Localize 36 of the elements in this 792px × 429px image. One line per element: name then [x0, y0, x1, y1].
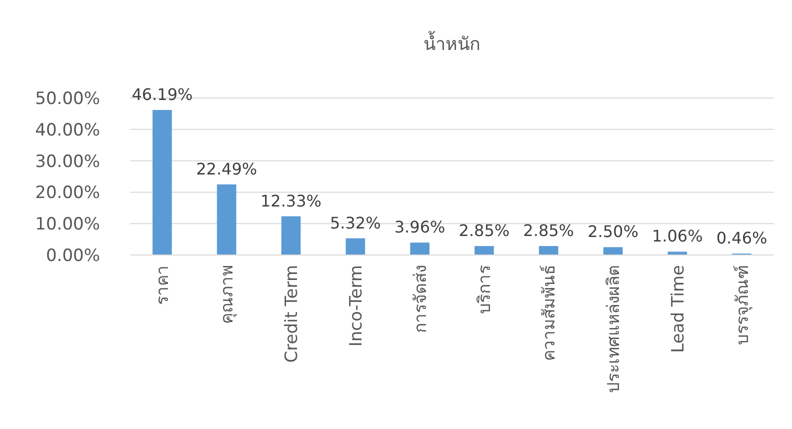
data-label: 3.96%	[394, 218, 446, 237]
y-tick-label: 0.00%	[46, 246, 100, 266]
bar	[410, 242, 430, 255]
bar	[474, 246, 494, 255]
x-tick-label: คุณภาพ	[218, 265, 238, 324]
y-tick-label: 30.00%	[35, 152, 100, 172]
x-tick-label: การจัดส่ง	[410, 265, 431, 333]
bar	[152, 110, 172, 255]
chart-title: น้ำหนัก	[424, 31, 480, 55]
x-tick-label: ความสัมพันธ์	[540, 265, 560, 361]
bar	[281, 216, 301, 255]
x-tick-label: ราคา	[153, 265, 174, 305]
bar	[603, 247, 623, 255]
data-label: 2.50%	[588, 222, 638, 242]
data-label: 5.32%	[330, 213, 381, 232]
x-tick-label: Inco-Term	[346, 265, 366, 347]
bar	[538, 246, 558, 255]
x-tick-label: บริการ	[475, 265, 496, 314]
data-label: 2.85%	[458, 221, 510, 240]
data-label: 12.33%	[260, 191, 322, 210]
data-label: 46.19%	[132, 84, 193, 104]
y-tick-label: 40.00%	[35, 120, 100, 140]
x-tick-label: ประเทศแหล่งผลิต	[604, 265, 624, 393]
x-tick-label: Credit Term	[282, 265, 302, 363]
bar	[668, 252, 688, 255]
bar	[346, 238, 366, 255]
y-tick-label: 50.00%	[35, 88, 100, 109]
y-tick-label: 10.00%	[35, 214, 100, 235]
x-tick-label: Lead Time	[668, 265, 688, 353]
x-tick-label: บรรจุภัณฑ์	[732, 265, 753, 345]
data-label: 22.49%	[196, 159, 258, 178]
data-label: 1.06%	[652, 226, 703, 246]
data-label: 0.46%	[716, 228, 768, 248]
bar	[216, 184, 236, 255]
y-tick-label: 20.00%	[35, 183, 100, 204]
data-label: 2.85%	[523, 221, 574, 240]
